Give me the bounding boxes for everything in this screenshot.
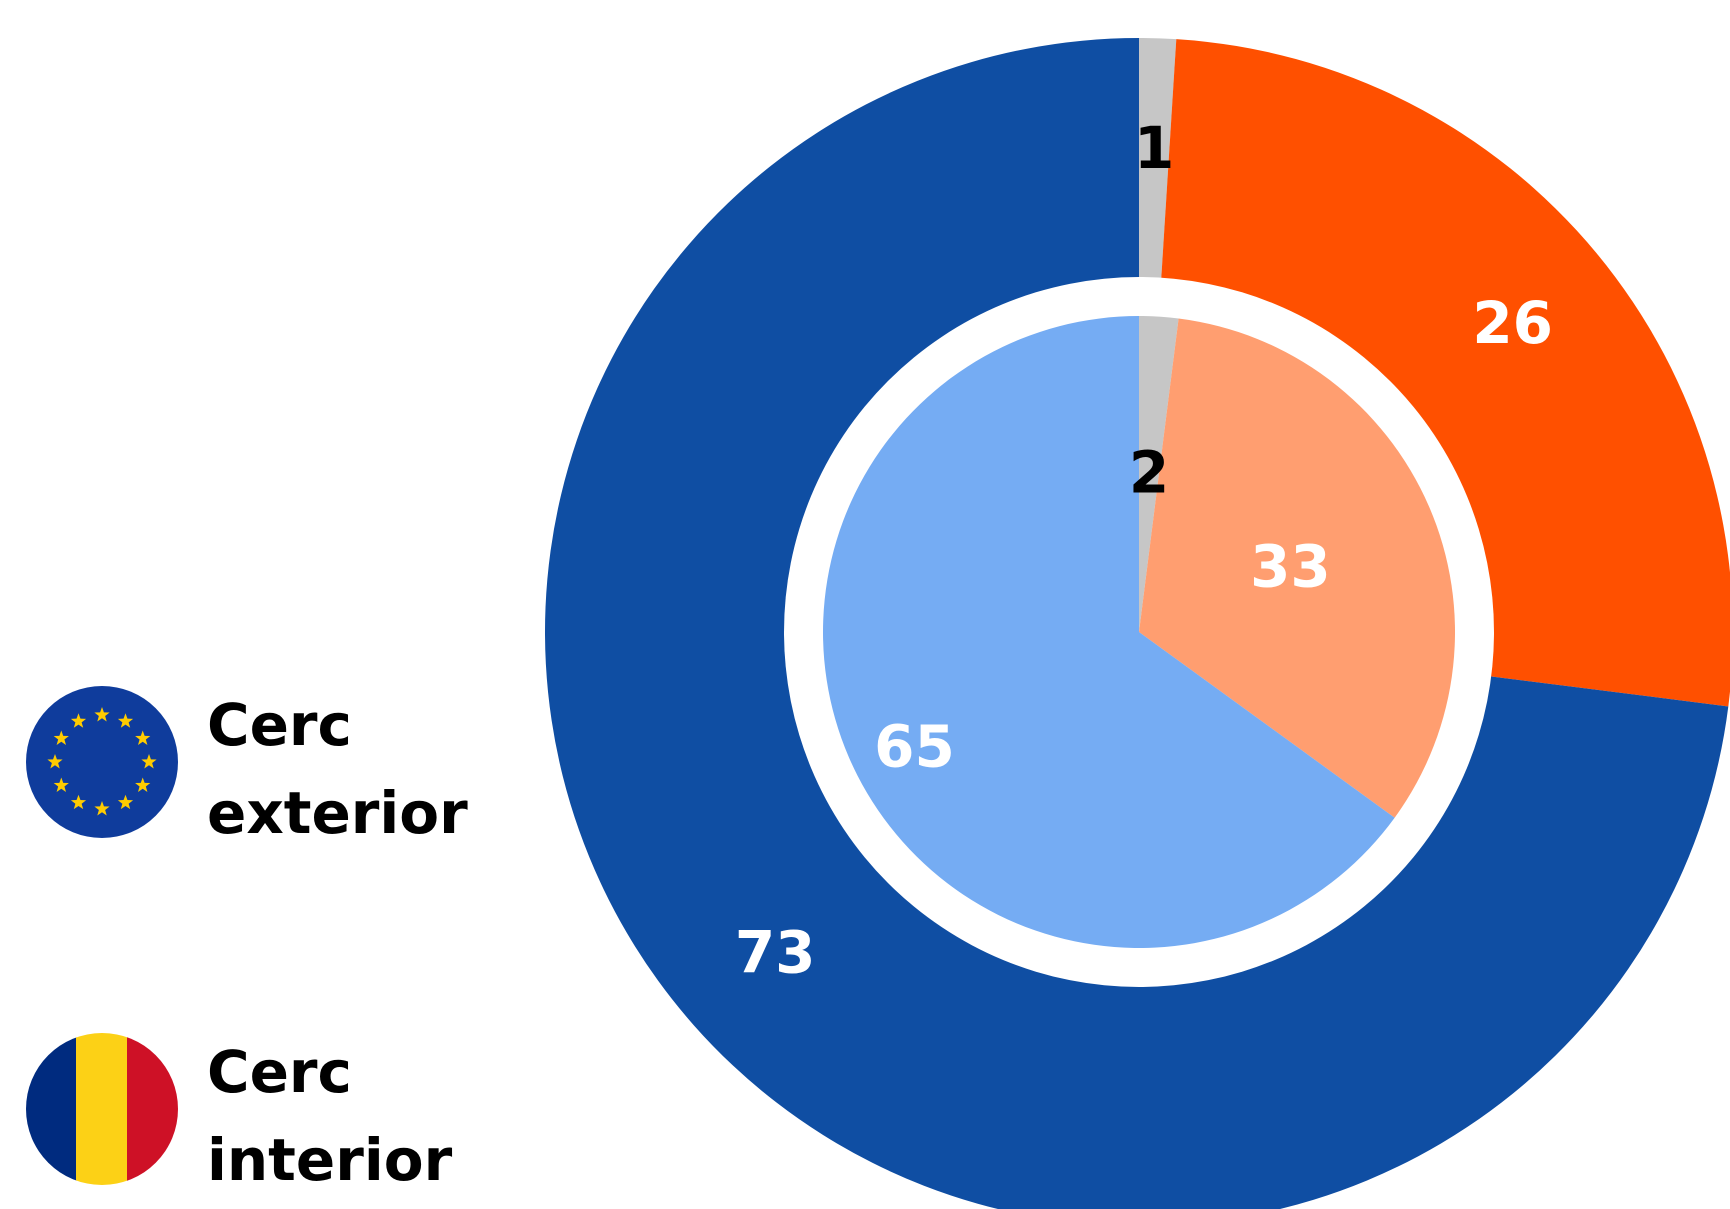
eu-star-icon [70, 713, 87, 728]
inner-pie [823, 316, 1455, 948]
inner-labels: 2 33 65 [874, 438, 1331, 780]
legend-outer-line1: Cerc [207, 691, 352, 759]
inner-data-label-33: 33 [1250, 532, 1331, 600]
outer-data-label-73: 73 [735, 919, 816, 987]
eu-star-icon [70, 794, 87, 810]
eu-star-icon [47, 754, 63, 769]
eu-star-icon [135, 777, 151, 792]
legend-item-inner: Cerc interior [26, 1033, 453, 1194]
eu-star-icon [141, 754, 157, 769]
outer-labels: 1 26 73 [735, 114, 1553, 986]
inner-slice-2 [1139, 316, 1179, 632]
eu-star-icon [117, 713, 134, 728]
legend-outer-line2: exterior [207, 779, 468, 847]
outer-data-label-26: 26 [1472, 289, 1553, 357]
eu-flag-icon [26, 686, 178, 838]
outer-data-label-1: 1 [1134, 114, 1174, 182]
eu-star-icon [53, 777, 69, 792]
legend-item-outer: Cerc exterior [26, 686, 468, 847]
inner-data-label-2: 2 [1129, 438, 1169, 506]
eu-star-icon [117, 794, 134, 810]
inner-data-label-65: 65 [874, 712, 955, 780]
eu-star-icon [135, 730, 151, 745]
romania-flag-icon [26, 1033, 178, 1185]
eu-star-icon [53, 730, 69, 745]
inner-slice-33 [1139, 318, 1455, 818]
legend-inner-line2: interior [207, 1126, 453, 1194]
inner-slice-65 [823, 316, 1395, 948]
legend-inner-line1: Cerc [207, 1038, 352, 1106]
eu-star-icon [94, 801, 110, 816]
eu-star-icon [94, 707, 110, 722]
